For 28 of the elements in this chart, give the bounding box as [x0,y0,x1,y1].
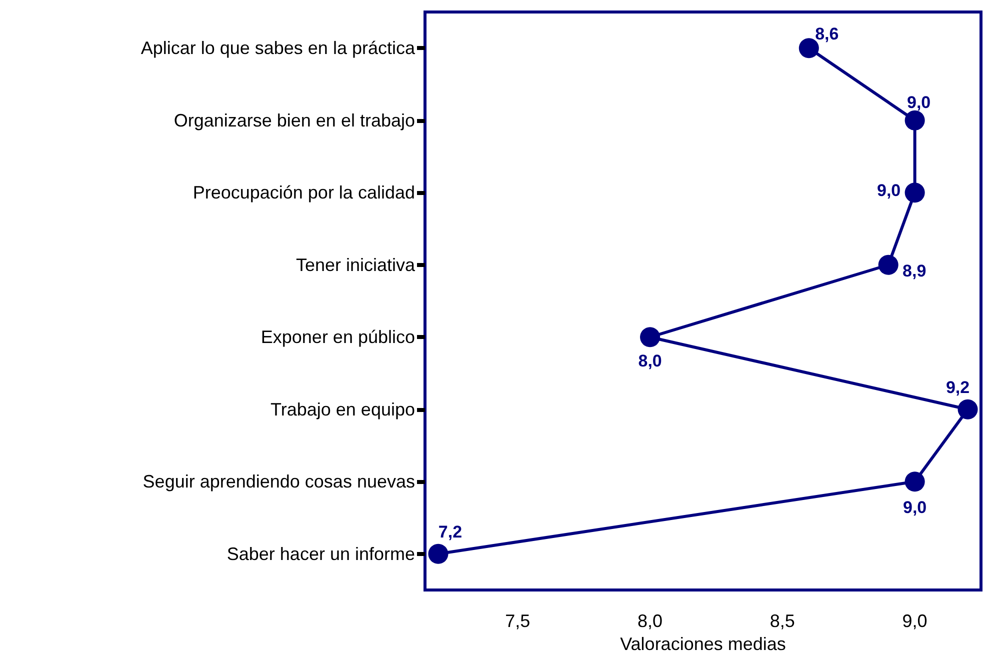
y-tick-label: Tener iniciativa [296,254,416,275]
point [904,182,925,203]
data-label: 9,0 [902,498,927,518]
data-label: 9,0 [876,181,901,200]
point [878,254,898,275]
point [428,544,448,564]
x-tick-label: 7,5 [505,611,530,631]
data-label: 9,0 [906,92,931,112]
y-tick-label: Saber hacer un informe [226,544,415,564]
data-label: 7,2 [438,522,462,542]
x-tick-label: 8,0 [638,611,663,631]
y-tick-label: Organizarse bien en el trabajo [174,110,415,130]
y-tick-label: Preocupación por la calidad [192,182,415,203]
x-tick-label: 9,0 [902,611,928,631]
x-tick-label: 8,5 [770,611,795,631]
y-tick-label: Exponer en público [260,327,415,348]
data-label: 8,9 [902,261,926,280]
point [904,110,925,130]
x-axis-title: Valoraciones medias [620,634,786,654]
point [640,327,660,348]
y-tick-label: Seguir aprendiendo cosas nuevas [142,472,415,492]
data-label: 9,2 [946,378,970,397]
data-label: 8,6 [815,24,839,44]
y-tick-label: Aplicar lo que sabes en la práctica [140,38,416,58]
y-tick-label: Trabajo en equipo [270,399,415,420]
data-label: 8,0 [638,352,662,371]
point [904,472,925,492]
point [958,399,978,420]
